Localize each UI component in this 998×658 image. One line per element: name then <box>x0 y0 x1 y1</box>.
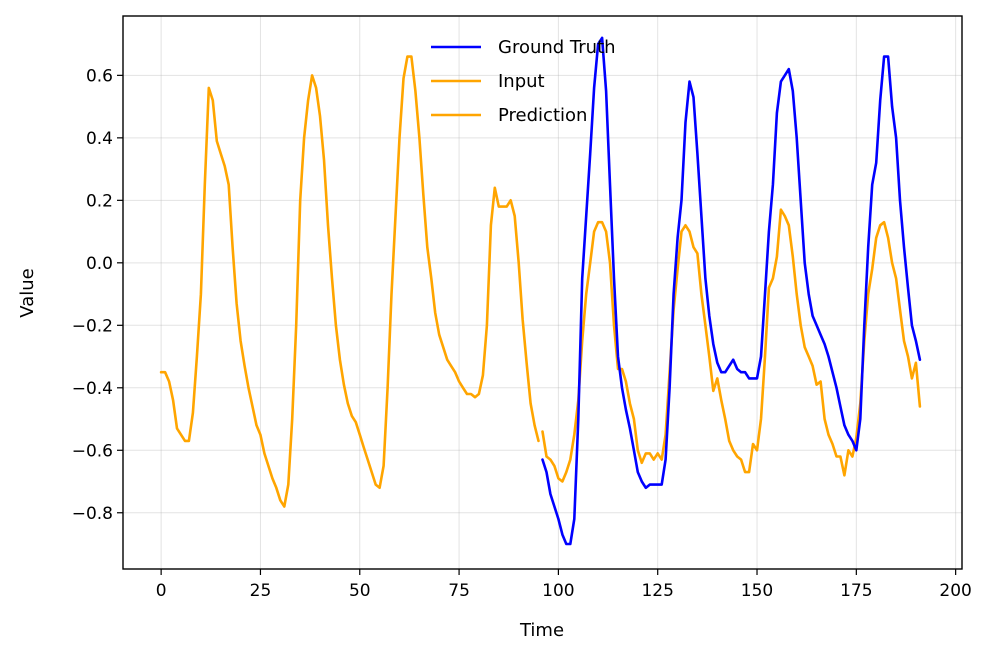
y-tick-label: −0.4 <box>72 379 113 399</box>
x-axis-label: Time <box>519 620 564 641</box>
x-tick-label: 25 <box>250 581 272 601</box>
y-axis-label: Value <box>17 268 38 317</box>
series-line-prediction <box>541 208 922 483</box>
grid <box>123 16 962 569</box>
y-axis-ticks: −0.8 −0.6 −0.4 −0.2 0.0 0.2 0.4 0.6 <box>72 66 123 524</box>
y-tick-label: 0.2 <box>86 191 113 211</box>
y-tick-label: 0.4 <box>86 129 113 149</box>
series-lines <box>159 36 922 546</box>
x-axis-ticks: 0 25 50 75 100 125 150 175 200 <box>156 569 972 601</box>
series-line-ground-truth <box>541 36 922 546</box>
legend-label-input: Input <box>498 71 545 92</box>
legend-label-prediction: Prediction <box>498 105 587 126</box>
x-tick-label: 75 <box>448 581 470 601</box>
y-tick-label: −0.6 <box>72 441 113 461</box>
x-tick-label: 50 <box>349 581 371 601</box>
y-tick-label: 0.6 <box>86 66 113 86</box>
x-tick-label: 125 <box>641 581 673 601</box>
x-tick-label: 150 <box>741 581 773 601</box>
plot-area-frame <box>122 15 963 570</box>
legend-label-ground-truth: Ground Truth <box>498 37 616 58</box>
y-tick-label: −0.8 <box>72 504 113 524</box>
x-tick-label: 100 <box>542 581 574 601</box>
x-tick-label: 0 <box>156 581 167 601</box>
y-tick-label: 0.0 <box>86 254 113 274</box>
x-tick-label: 175 <box>840 581 872 601</box>
x-tick-label: 200 <box>939 581 971 601</box>
series-line-input <box>159 55 540 508</box>
legend: Ground Truth Input Prediction <box>431 37 616 126</box>
y-tick-label: −0.2 <box>72 316 113 336</box>
